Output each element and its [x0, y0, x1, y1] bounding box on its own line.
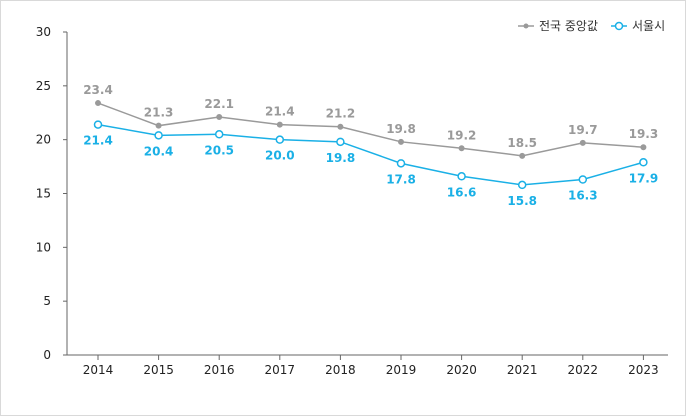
x-tick-label: 2014 [83, 363, 114, 377]
data-label: 16.3 [568, 189, 598, 203]
legend-marker [523, 23, 529, 29]
data-label: 17.8 [386, 172, 416, 186]
x-tick-label: 2015 [143, 363, 174, 377]
y-tick-label: 15 [36, 187, 51, 201]
data-point [93, 120, 103, 129]
y-tick-label: 5 [43, 294, 51, 308]
data-label: 15.8 [507, 194, 537, 208]
data-label: 22.1 [204, 97, 234, 111]
data-label: 16.6 [447, 185, 477, 199]
data-point [95, 100, 101, 107]
data-point [519, 152, 526, 159]
data-point [337, 123, 344, 130]
y-tick-label: 20 [36, 133, 51, 147]
x-tick-label: 2020 [446, 363, 477, 377]
series-line [97, 123, 644, 186]
x-tick-label: 2019 [386, 363, 417, 377]
data-label: 19.2 [447, 128, 477, 142]
data-point [579, 139, 586, 146]
y-tick-label: 10 [36, 240, 51, 254]
y-tick-label: 30 [36, 25, 51, 39]
data-point [154, 131, 163, 140]
x-tick-label: 2023 [628, 363, 659, 377]
data-point [578, 175, 588, 184]
data-point [639, 158, 648, 167]
legend-label: 서울시 [632, 19, 665, 33]
data-point [457, 172, 466, 181]
data-point [155, 122, 162, 129]
legend-item-1: 전국 중앙값 [518, 19, 598, 33]
series-2: 21.4 20.4 20.5 20.0 19.8 17.8 16.6 15.8 16.3 17.9 [83, 120, 659, 208]
data-point [275, 135, 285, 144]
data-label: 18.5 [507, 136, 537, 150]
data-label: 20.4 [144, 144, 174, 158]
x-tick-label: 2018 [325, 363, 356, 377]
data-point [640, 144, 647, 151]
x-axis-ticks: 2014 2015 2016 2017 2018 2019 2020 2021 2022 2023 [83, 355, 659, 377]
data-point [276, 121, 283, 128]
data-point [214, 130, 224, 139]
x-tick-label: 2021 [507, 363, 538, 377]
data-label: 19.3 [629, 127, 659, 141]
series-1: 23.4 21.3 22.1 21.4 21.2 19.8 19.2 18.5 19.7 19.3 [83, 83, 659, 159]
data-label: 19.7 [568, 123, 598, 137]
data-label: 20.5 [204, 143, 234, 157]
data-label: 19.8 [326, 151, 356, 165]
legend-marker [614, 21, 624, 31]
series-layer: 23.4 21.3 22.1 21.4 21.2 19.8 19.2 18.5 19.7 19.3… [83, 83, 658, 208]
data-point [396, 159, 406, 168]
data-label: 21.4 [265, 105, 295, 119]
series-line [97, 102, 644, 157]
x-tick-label: 2016 [204, 363, 235, 377]
data-point [458, 145, 465, 152]
data-label: 21.4 [83, 134, 113, 148]
x-tick-label: 2022 [568, 363, 599, 377]
data-point [398, 138, 404, 145]
data-label: 21.3 [144, 106, 174, 120]
data-label: 23.4 [83, 83, 113, 97]
legend-item-2: 서울시 [611, 19, 665, 33]
legend: 전국 중앙값 서울시 [518, 19, 665, 33]
y-tick-label: 25 [36, 79, 51, 93]
y-axis-ticks: 0 5 10 15 20 25 30 [36, 25, 67, 362]
legend-label: 전국 중앙값 [539, 19, 598, 33]
y-tick-label: 0 [43, 348, 51, 362]
data-point [517, 180, 527, 190]
x-tick-label: 2017 [265, 363, 296, 377]
data-label: 21.2 [326, 107, 356, 121]
data-label: 19.8 [386, 122, 416, 136]
data-point [216, 114, 223, 121]
data-label: 20.0 [265, 149, 295, 163]
data-label: 17.9 [629, 171, 659, 185]
data-point [336, 137, 345, 147]
